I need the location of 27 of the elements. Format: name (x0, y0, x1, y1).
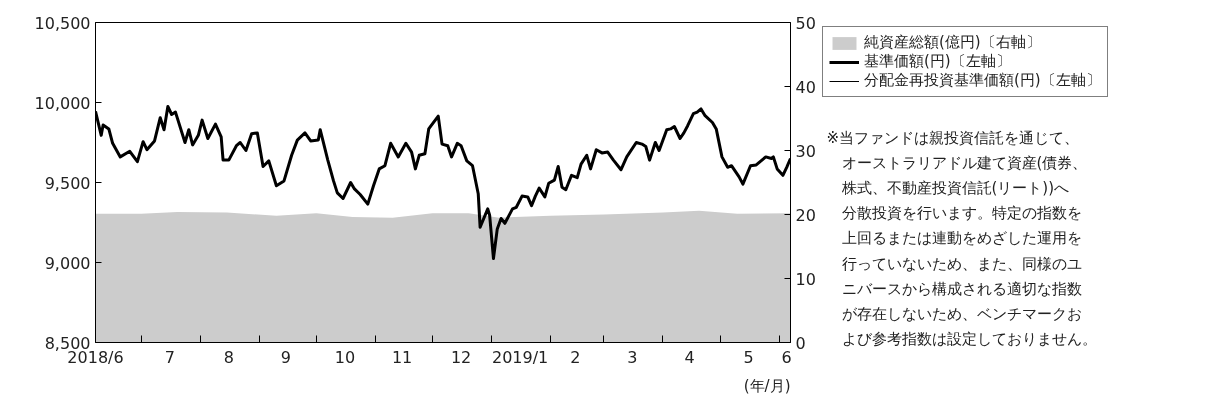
x-tick-label: 12 (450, 347, 472, 367)
text: (年/月) (743, 376, 791, 395)
x-tick-label: 6 (781, 347, 792, 367)
y2-tick-label: 40 (795, 77, 816, 97)
legend-label: 分配金再投資基準価額(円)〔左軸〕 (864, 71, 1101, 90)
y2-tick-label: 30 (795, 141, 816, 161)
x-tick-label: 8 (223, 347, 234, 367)
y2-tick-label: 0 (795, 333, 806, 353)
x-tick-label: 3 (627, 347, 638, 367)
x-tick-label: 2 (570, 347, 581, 367)
y-tick-label: 9,500 (44, 173, 91, 193)
x-tick-label: 9 (280, 347, 292, 367)
y2-tick-label: 10 (795, 269, 816, 289)
y-tick-label: 9,000 (44, 253, 91, 273)
x-tick-label: 2019/1 (491, 347, 549, 367)
x-tick-label: 11 (391, 347, 413, 367)
y-tick-label: 10,500 (34, 13, 91, 33)
x-tick-label: 10 (334, 347, 356, 367)
y2-tick-label: 50 (795, 13, 816, 33)
x-tick-label: 4 (684, 347, 695, 367)
legend-label: 基準価額(円)〔左軸〕 (864, 52, 1011, 71)
x-tick-label: 5 (743, 347, 754, 367)
legend-label: 純資産総額(億円)〔右軸〕 (864, 33, 1041, 52)
y-tick-label: 10,000 (34, 93, 91, 113)
y2-tick-label: 20 (795, 205, 816, 225)
text: ※当ファンドは親投資信託を通じて、オーストラリアドル建て資産(債券、株式、不動産投資信託(リート))へ分散投資を行います。特定の指数を上回るまたは連動をめざした運用を行っていないため、また、同様のユニバースから構成される適切な指数が存在しないため、ベンチマークおよび参考指数は設定しておりません。 (826, 128, 1097, 349)
x-tick-label: 7 (164, 347, 175, 367)
